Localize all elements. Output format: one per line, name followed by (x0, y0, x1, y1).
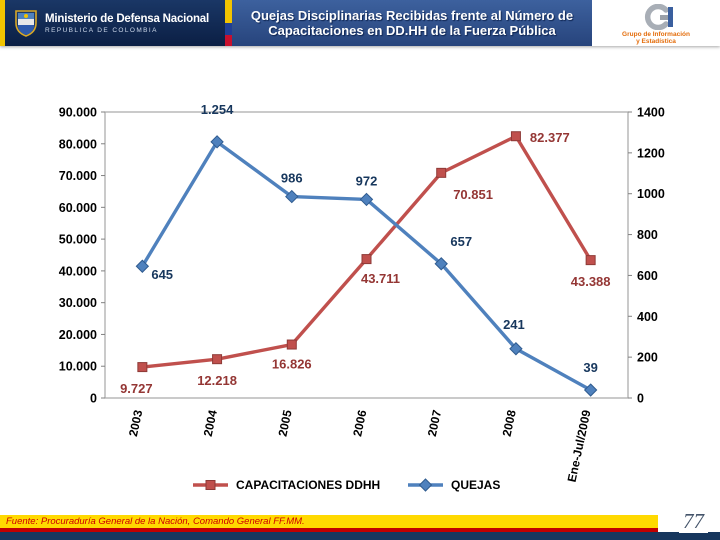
data-label: 16.826 (272, 357, 312, 372)
data-label: 12.218 (197, 373, 237, 388)
ministry-name: Ministerio de Defensa Nacional (45, 12, 209, 25)
page-number: 77 (679, 509, 708, 533)
ministry-logo-block: Ministerio de Defensa Nacional REPUBLICA… (0, 0, 225, 46)
square-marker (585, 255, 596, 266)
right-axis-tick-label: 1200 (637, 146, 665, 160)
stats-group-label: Grupo de Información y Estadística (622, 31, 690, 45)
stats-group-block: Grupo de Información y Estadística (592, 0, 720, 46)
slide-title-line2: Capacitaciones en DD.HH de la Fuerza Púb… (268, 23, 556, 38)
ministry-shield-icon (15, 9, 37, 37)
stats-group-line1: Grupo de Información (622, 30, 690, 38)
right-axis-tick-label: 600 (637, 269, 658, 283)
flag-divider (225, 0, 232, 46)
footer-navy-strip (0, 532, 720, 540)
left-axis-tick-label: 30.000 (59, 296, 97, 310)
diamond-marker (583, 383, 598, 397)
ministry-subtitle: REPUBLICA DE COLOMBIA (45, 26, 158, 34)
stats-group-logo-icon (645, 3, 673, 30)
diamond-marker (135, 259, 150, 273)
slide-title: Quejas Disciplinarias Recibidas frente a… (232, 0, 592, 46)
data-label: 70.851 (453, 187, 493, 202)
data-label: 39 (583, 360, 597, 375)
legend-label: QUEJAS (451, 478, 500, 492)
square-marker (361, 254, 372, 265)
ministry-text: Ministerio de Defensa Nacional REPUBLICA… (45, 13, 209, 34)
data-label: 43.711 (361, 271, 400, 286)
yellow-edge-strip (0, 0, 5, 46)
flag-blue (225, 23, 232, 35)
square-marker (137, 362, 148, 373)
right-axis-tick-label: 0 (637, 392, 644, 406)
data-label: 43.388 (571, 274, 611, 289)
right-axis-tick-label: 1000 (637, 187, 665, 201)
slide-title-line1: Quejas Disciplinarias Recibidas frente a… (250, 7, 574, 23)
left-axis-tick-label: 10.000 (59, 360, 97, 374)
chart-svg: 0 10.000 20.000 30.000 40.000 50.000 60.000 70.… (59, 102, 665, 492)
chart-legend: CAPACITACIONES DDHH QUEJAS (193, 478, 500, 492)
data-label: 82.377 (530, 130, 570, 145)
series-capacitaciones-ddhh: 9.727 12.218 16.826 43.711 70.851 82.377 43.38… (120, 130, 610, 396)
stats-group-line2: y Estadística (636, 37, 676, 45)
chart-area: 0 10.000 20.000 30.000 40.000 50.000 60.000 70.… (0, 48, 720, 514)
x-axis-labels: 2003 2004 2005 2006 2007 2008 Ene-Jul/2009 (126, 408, 594, 483)
square-marker (212, 354, 223, 365)
x-axis-tick-label: 2007 (425, 408, 444, 437)
source-text: Fuente: Procuraduría General de la Nació… (6, 516, 305, 527)
flag-yellow (225, 0, 232, 23)
square-marker (436, 167, 447, 178)
x-axis-tick-label: 2006 (350, 408, 369, 437)
diamond-marker (509, 342, 523, 356)
left-axis-tick-label: 50.000 (59, 233, 97, 247)
left-axis-tick-label: 20.000 (59, 328, 97, 342)
data-label: 645 (151, 267, 173, 282)
right-axis-tick-label: 400 (637, 310, 658, 324)
left-axis-tick-label: 70.000 (59, 169, 97, 183)
data-label: 972 (356, 173, 378, 188)
diamond-marker (285, 189, 299, 204)
x-axis-tick-label: 2008 (500, 408, 519, 437)
right-axis-tick-label: 200 (637, 351, 658, 365)
left-axis-tick-label: 80.000 (59, 137, 97, 151)
left-axis-tick-label: 0 (90, 392, 97, 406)
left-axis-tick-label: 60.000 (59, 201, 97, 215)
source-bar: Fuente: Procuraduría General de la Nació… (0, 515, 658, 528)
x-axis-tick-label: 2004 (201, 408, 220, 437)
diamond-marker (359, 192, 374, 207)
right-axis: 0 200 400 600 800 1000 1200 1400 (628, 106, 665, 406)
left-axis: 0 10.000 20.000 30.000 40.000 50.000 60.000 70.… (59, 106, 105, 406)
data-label: 1.254 (201, 102, 234, 117)
square-marker (286, 339, 297, 350)
data-label: 9.727 (120, 381, 153, 396)
x-axis-tick-label: 2005 (275, 408, 294, 437)
series-quejas: 645 1.254 986 972 657 241 39 (135, 102, 598, 397)
square-marker (510, 131, 521, 142)
right-axis-tick-label: 800 (637, 228, 658, 242)
legend-label: CAPACITACIONES DDHH (236, 478, 380, 492)
data-label: 241 (503, 317, 525, 332)
x-axis-tick-label: Ene-Jul/2009 (565, 408, 594, 483)
footer-red-strip (0, 528, 658, 532)
flag-red (225, 34, 232, 46)
x-axis-tick-label: 2003 (126, 408, 145, 437)
left-axis-tick-label: 40.000 (59, 264, 97, 278)
right-axis-tick-label: 1400 (637, 106, 665, 120)
left-axis-tick-label: 90.000 (59, 106, 97, 120)
data-label: 657 (450, 234, 472, 249)
data-label: 986 (281, 171, 303, 186)
header: Ministerio de Defensa Nacional REPUBLICA… (0, 0, 720, 46)
diamond-marker (434, 257, 448, 271)
chart: 0 10.000 20.000 30.000 40.000 50.000 60.000 70.… (0, 60, 720, 505)
diamond-marker (210, 135, 224, 149)
